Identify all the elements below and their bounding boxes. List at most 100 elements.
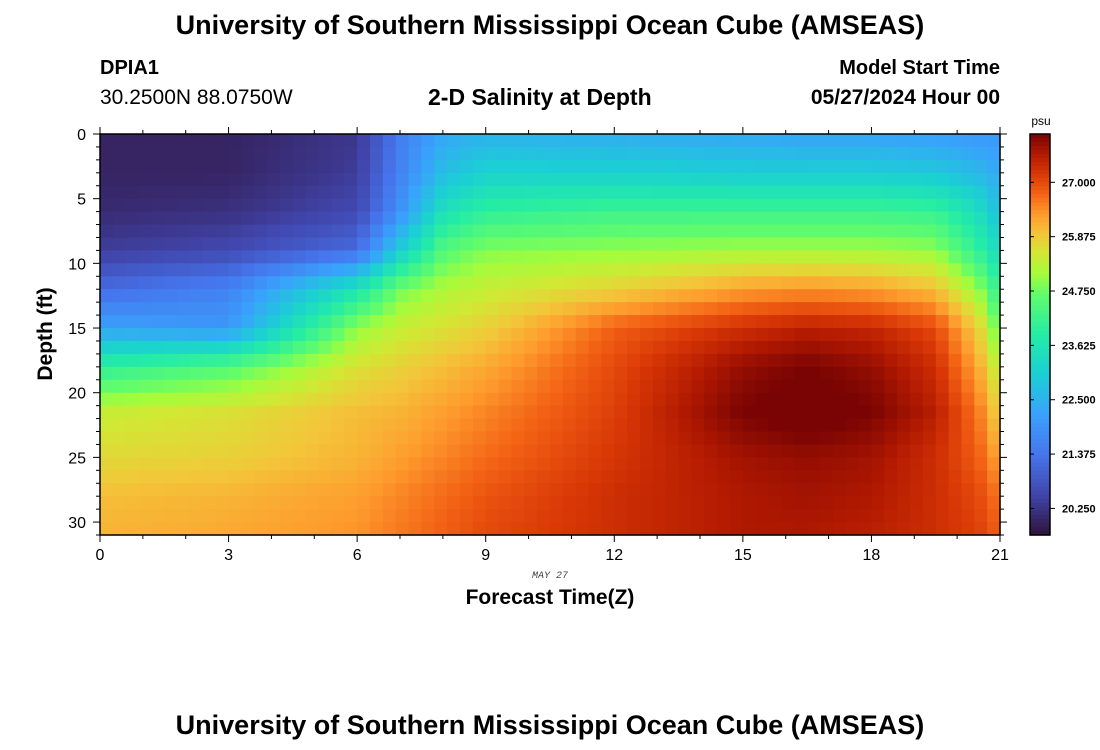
heatmap-cell <box>202 146 217 161</box>
heatmap-cell <box>640 276 654 290</box>
heatmap-cell <box>910 366 924 381</box>
heatmap-cell <box>331 237 345 252</box>
heatmap-cell <box>755 431 770 446</box>
heatmap-cell <box>280 483 294 497</box>
heatmap-cell <box>588 198 603 213</box>
heatmap-cell <box>922 315 937 329</box>
heatmap-cell <box>755 470 770 484</box>
heatmap-cell <box>434 302 448 316</box>
colorbar-segment <box>1030 282 1050 287</box>
heatmap-cell <box>717 444 731 458</box>
heatmap-cell <box>575 431 590 446</box>
heatmap-cell <box>575 470 590 484</box>
heatmap-cell <box>614 224 628 239</box>
heatmap-cell <box>897 302 911 316</box>
heatmap-cell <box>370 379 384 394</box>
heatmap-cell <box>897 379 911 394</box>
heatmap-cell <box>112 328 127 342</box>
heatmap-cell <box>832 431 847 446</box>
heatmap-cell <box>395 392 410 407</box>
heatmap-cell <box>305 366 320 381</box>
heatmap-cell <box>305 134 320 148</box>
heatmap-cell <box>357 444 371 458</box>
heatmap-cell <box>588 302 603 316</box>
heatmap-cell <box>871 340 885 355</box>
heatmap-cell <box>871 276 885 290</box>
heatmap-cell <box>922 340 937 355</box>
heatmap-cell <box>267 263 281 277</box>
heatmap-cell <box>717 159 731 174</box>
heatmap-cell <box>331 418 345 433</box>
heatmap-cell <box>884 366 898 381</box>
heatmap-cell <box>820 418 834 433</box>
heatmap-cell <box>640 444 654 458</box>
heatmap-cell <box>575 379 590 394</box>
heatmap-cell <box>292 289 307 303</box>
heatmap-cell <box>961 263 975 277</box>
heatmap-cell <box>922 198 937 213</box>
heatmap-cell <box>177 366 191 381</box>
heatmap-cell <box>511 418 525 433</box>
heatmap-cell <box>742 483 757 497</box>
heatmap-cell <box>215 211 230 226</box>
heatmap-cell <box>871 224 885 239</box>
heatmap-cell <box>344 353 358 368</box>
heatmap-cell <box>601 263 615 277</box>
heatmap-cell <box>961 457 975 471</box>
heatmap-cell <box>472 405 487 420</box>
heatmap-cell <box>794 366 808 381</box>
heatmap-cell <box>537 172 551 187</box>
heatmap-cell <box>344 328 358 342</box>
heatmap-cell <box>794 509 808 523</box>
heatmap-cell <box>640 340 654 355</box>
heatmap-cell <box>575 496 590 510</box>
heatmap-cell <box>730 263 744 277</box>
heatmap-cell <box>511 172 525 187</box>
heatmap-cell <box>318 237 333 252</box>
heatmap-cell <box>755 276 770 290</box>
heatmap-cell <box>640 211 654 226</box>
heatmap-cell <box>871 522 885 536</box>
heatmap-cell <box>601 509 615 523</box>
heatmap-cell <box>691 496 705 510</box>
heatmap-cell <box>537 211 551 226</box>
heatmap-cell <box>652 198 667 213</box>
heatmap-cell <box>537 340 551 355</box>
heatmap-cell <box>305 146 320 161</box>
heatmap-cell <box>382 289 397 303</box>
heatmap-cell <box>357 483 371 497</box>
heatmap-cell <box>858 159 873 174</box>
heatmap-cell <box>691 379 705 394</box>
heatmap-cell <box>974 444 988 458</box>
heatmap-cell <box>755 353 770 368</box>
heatmap-cell <box>511 276 525 290</box>
heatmap-cell <box>382 340 397 355</box>
heatmap-cell <box>164 198 178 213</box>
heatmap-cell <box>575 159 590 174</box>
heatmap-cell <box>755 263 770 277</box>
colorbar-segment <box>1030 514 1050 520</box>
heatmap-cell <box>305 263 320 277</box>
heatmap-cell <box>408 302 423 316</box>
heatmap-cell <box>138 509 153 523</box>
heatmap-cell <box>704 172 718 187</box>
heatmap-cell <box>884 328 898 342</box>
heatmap-cell <box>190 353 204 368</box>
heatmap-cell <box>640 198 654 213</box>
heatmap-cell <box>832 134 847 148</box>
heatmap-cell <box>575 302 590 316</box>
heatmap-cell <box>588 496 603 510</box>
colorbar-segment <box>1030 182 1050 187</box>
heatmap-cell <box>305 172 320 187</box>
heatmap-cell <box>434 224 448 239</box>
heatmap-cell <box>151 444 165 458</box>
heatmap-cell <box>318 470 333 484</box>
heatmap-cell <box>652 237 667 252</box>
heatmap-cell <box>550 405 564 420</box>
heatmap-cell <box>100 198 114 213</box>
colorbar-segment <box>1030 202 1050 207</box>
heatmap-cell <box>177 276 191 290</box>
heatmap-cell <box>151 237 165 252</box>
heatmap-cell <box>562 418 577 433</box>
heatmap-cell <box>151 276 165 290</box>
